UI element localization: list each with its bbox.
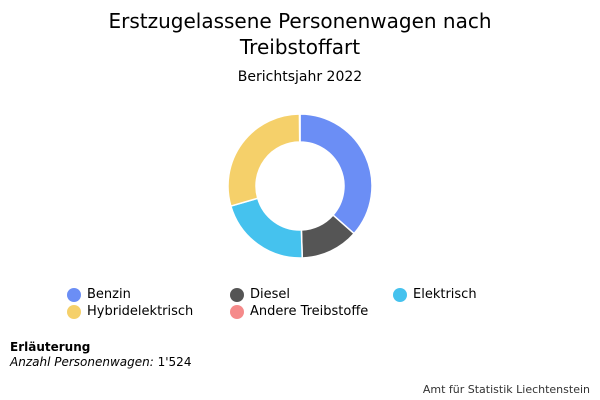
legend-item-diesel[interactable]: Diesel [230,287,290,302]
donut-slice-hybridelektrisch[interactable] [227,113,301,208]
legend-swatch-benzin [67,287,81,302]
legend-label-andere-treibstoffe: Andere Treibstoffe [250,304,369,319]
legend-label-elektrisch: Elektrisch [413,287,477,302]
note-heading: Erläuterung [10,340,91,354]
source-credit: Amt für Statistik Liechtenstein [422,383,590,396]
chart-title-line-2: Treibstoffart [239,35,361,59]
legend-item-hybridelektrisch[interactable]: Hybridelektrisch [67,304,193,319]
chart-subtitle: Berichtsjahr 2022 [237,69,363,85]
chart-title: Erstzugelassene Personenwagen nach Treib… [0,8,600,60]
legend-item-elektrisch[interactable]: Elektrisch [393,287,477,302]
note-value: 1'524 [157,355,192,369]
note-line: Anzahl Personenwagen: 1'524 [10,355,191,369]
legend-item-andere-treibstoffe[interactable]: Andere Treibstoffe [230,304,368,319]
donut-slice-elektrisch[interactable] [229,197,304,259]
legend-swatch-andere-treibstoffe [230,304,244,319]
legend-item-benzin[interactable]: Benzin [67,287,131,302]
legend-label-benzin: Benzin [87,287,131,302]
chart-title-line-1: Erstzugelassene Personenwagen nach [108,9,492,33]
legend-label-hybridelektrisch: Hybridelektrisch [87,304,194,319]
legend-swatch-diesel [230,287,244,302]
donut-slice-benzin[interactable] [299,113,373,235]
legend-swatch-elektrisch [393,287,407,302]
note-label: Anzahl Personenwagen: [10,355,154,369]
legend-label-diesel: Diesel [250,287,291,302]
legend-swatch-hybridelektrisch [67,304,81,319]
